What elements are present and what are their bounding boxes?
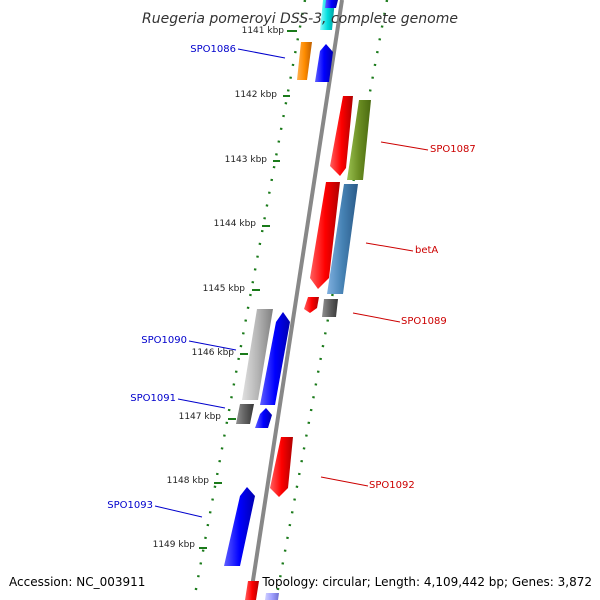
gene-features — [224, 0, 371, 600]
leader-beta — [365, 242, 414, 252]
gene-label-spo1093[interactable]: SPO1093 — [107, 500, 153, 511]
gene-label-spo1087[interactable]: SPO1087 — [430, 144, 476, 155]
cds-spo1087[interactable] — [347, 100, 371, 180]
cds-partial-top-blue[interactable] — [325, 0, 338, 8]
tick-label-1142: 1142 kbp — [235, 90, 278, 100]
cds-partial-bottom-red[interactable] — [245, 581, 259, 600]
cds-beta[interactable] — [310, 182, 340, 289]
leader-spo1089 — [352, 312, 401, 323]
tick-label-1149: 1149 kbp — [153, 540, 196, 550]
tick-label-1143: 1143 kbp — [225, 155, 268, 165]
cds-darkgray-1147[interactable] — [236, 404, 254, 424]
cds-spo1090[interactable] — [260, 312, 290, 405]
gene-labels: SPO1086 SPO1087 betA SPO1089 SPO1090 SPO… — [107, 44, 475, 511]
cds-spo1092[interactable] — [270, 437, 293, 497]
gene-label-spo1086[interactable]: SPO1086 — [190, 44, 236, 55]
gene-label-spo1092[interactable]: SPO1092 — [369, 480, 415, 491]
leader-spo1092 — [320, 476, 369, 487]
tick-label-1145: 1145 kbp — [203, 284, 246, 294]
gene-label-spo1089[interactable]: SPO1089 — [401, 316, 447, 327]
map-title: Ruegeria pomeroyi DSS-3, complete genome — [142, 11, 458, 27]
tick-label-1141: 1141 kbp — [242, 26, 285, 36]
leader-spo1086 — [237, 48, 286, 59]
reverse-strand-guide — [192, 0, 307, 600]
tick-label-1144: 1144 kbp — [214, 219, 257, 229]
cds-gray-1145[interactable] — [322, 299, 338, 317]
tick-label-1147: 1147 kbp — [179, 412, 222, 422]
genome-summary: Topology: circular; Length: 4,109,442 bp… — [261, 575, 592, 589]
leader-spo1091 — [177, 398, 226, 409]
cds-spo1086[interactable] — [315, 44, 333, 82]
gene-label-spo1090[interactable]: SPO1090 — [141, 335, 187, 346]
cds-gray-1146[interactable] — [242, 309, 273, 400]
genome-backbone — [248, 0, 344, 600]
forward-strand-guide — [274, 0, 389, 600]
cds-spo1089[interactable] — [304, 297, 319, 313]
cds-orange[interactable] — [297, 42, 312, 80]
cds-partial-bottom-lav[interactable] — [265, 593, 279, 600]
tick-label-1146: 1146 kbp — [192, 348, 235, 358]
leader-spo1090 — [188, 340, 237, 351]
cds-steelblue[interactable] — [327, 184, 358, 294]
tick-label-1148: 1148 kbp — [167, 476, 210, 486]
cds-spo1091[interactable] — [255, 408, 272, 428]
cds-red-1143[interactable] — [330, 96, 353, 176]
leader-spo1093 — [154, 505, 203, 518]
cds-spo1093[interactable] — [224, 487, 255, 566]
gene-label-beta[interactable]: betA — [415, 245, 438, 256]
leader-spo1087 — [380, 141, 429, 151]
accession-text: Accession: NC_003911 — [9, 575, 145, 589]
gene-leaders — [154, 48, 429, 518]
gene-label-spo1091[interactable]: SPO1091 — [130, 393, 176, 404]
kbp-ticks: 1141 kbp 1142 kbp 1143 kbp 1144 kbp 1145… — [153, 26, 297, 550]
